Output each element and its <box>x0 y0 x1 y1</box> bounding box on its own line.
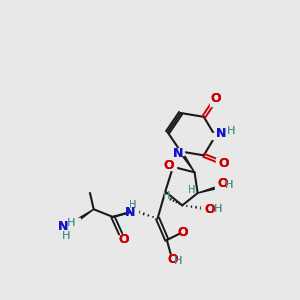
Text: H: H <box>214 204 223 214</box>
Text: O: O <box>218 177 228 190</box>
Text: O: O <box>218 177 228 190</box>
Text: N: N <box>58 220 68 233</box>
Text: N: N <box>125 206 135 219</box>
Polygon shape <box>180 151 195 172</box>
Text: O: O <box>204 203 214 216</box>
Text: H: H <box>188 185 195 195</box>
Bar <box>216 158 222 165</box>
Text: H: H <box>225 180 233 190</box>
Bar <box>210 100 216 106</box>
Text: O: O <box>178 226 188 239</box>
Text: H: H <box>163 191 170 201</box>
Text: N: N <box>58 220 68 233</box>
Text: O: O <box>163 159 174 172</box>
Text: O: O <box>204 203 214 216</box>
Text: O: O <box>118 233 129 246</box>
Text: H: H <box>225 180 233 190</box>
Polygon shape <box>76 209 94 222</box>
Bar <box>214 184 224 190</box>
Bar <box>88 186 92 191</box>
Text: H: H <box>62 231 70 241</box>
Text: H: H <box>66 218 75 228</box>
Polygon shape <box>198 186 220 193</box>
Text: O: O <box>163 159 174 172</box>
Bar <box>131 208 138 214</box>
Text: O: O <box>210 92 221 105</box>
Text: N: N <box>172 147 183 160</box>
Text: H: H <box>174 256 183 266</box>
Bar <box>74 218 80 224</box>
Text: O: O <box>210 92 221 105</box>
Text: H: H <box>174 256 183 266</box>
Text: O: O <box>218 157 229 169</box>
Text: H: H <box>226 127 235 136</box>
Bar <box>170 164 176 170</box>
Text: H: H <box>129 200 137 210</box>
Text: O: O <box>218 157 229 169</box>
Text: H: H <box>129 200 137 210</box>
Text: N: N <box>216 127 227 140</box>
Text: -: - <box>212 204 216 214</box>
Text: O: O <box>167 253 178 266</box>
Text: H: H <box>214 204 223 214</box>
Text: N: N <box>216 127 227 140</box>
Text: O: O <box>178 226 188 239</box>
Text: N: N <box>125 206 135 219</box>
Text: H: H <box>188 185 195 195</box>
Text: O: O <box>167 253 178 266</box>
Text: O: O <box>118 233 129 246</box>
Text: H: H <box>226 127 235 136</box>
Text: N: N <box>172 147 183 160</box>
Text: H: H <box>163 191 170 201</box>
Bar <box>212 133 218 139</box>
Text: H: H <box>66 218 75 228</box>
Bar <box>201 206 210 212</box>
Text: H: H <box>62 231 70 241</box>
Text: -: - <box>212 204 216 214</box>
Bar <box>118 236 124 242</box>
Bar <box>178 148 184 154</box>
